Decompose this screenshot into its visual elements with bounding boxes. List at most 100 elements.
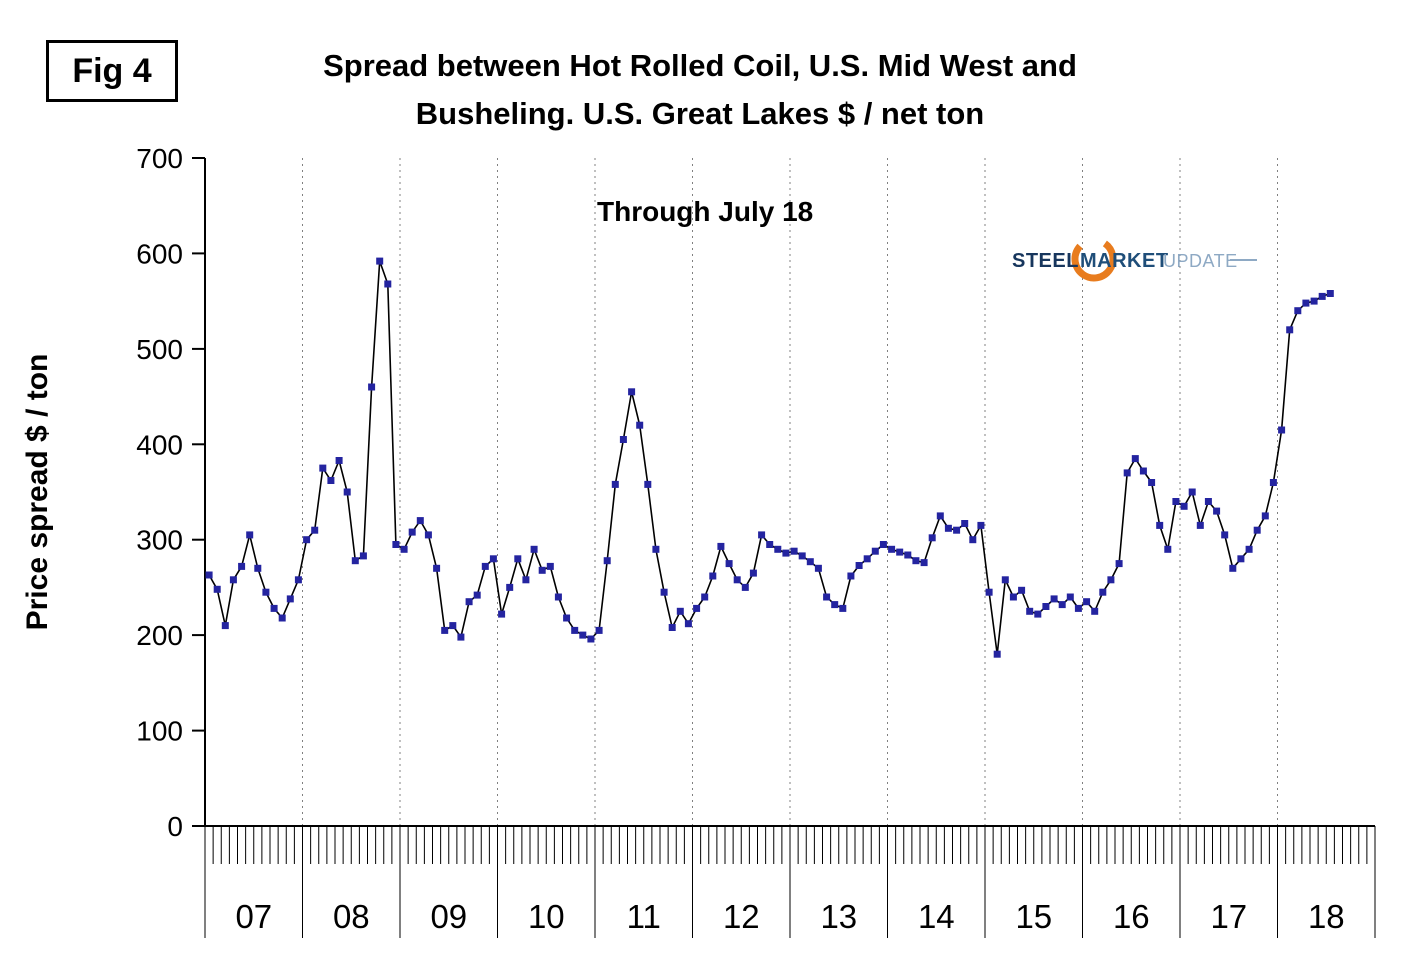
data-point-marker (814, 564, 822, 572)
data-point-marker (546, 562, 554, 570)
x-year-label: 11 (627, 898, 661, 935)
spread-series (205, 257, 1334, 658)
data-point-marker (920, 559, 928, 567)
data-point-marker (416, 517, 424, 525)
data-point-marker (229, 576, 237, 584)
data-point-marker (335, 457, 343, 464)
data-point-marker (506, 583, 514, 591)
data-point-marker (595, 626, 603, 634)
data-point-marker (766, 541, 774, 548)
data-point-marker (376, 257, 384, 265)
data-point-marker (798, 552, 806, 560)
x-year-label: 10 (528, 898, 565, 935)
data-point-marker (205, 571, 213, 579)
data-point-marker (652, 545, 660, 553)
data-point-marker (636, 421, 644, 429)
data-point-marker (1229, 564, 1237, 572)
y-tick-label: 400 (136, 429, 183, 460)
x-axis-years: 07 08 09 10 11 12 13 14 15 16 17 18 (204, 826, 1376, 938)
data-point-marker (1318, 292, 1326, 300)
data-point-marker (457, 633, 465, 641)
data-point-marker (441, 626, 449, 634)
data-point-marker (855, 562, 863, 569)
data-point-marker (936, 512, 944, 520)
data-point-marker (579, 631, 587, 639)
data-point-marker (684, 620, 692, 628)
data-point-marker (953, 526, 961, 534)
data-point-marker (1139, 467, 1147, 475)
data-point-marker (1213, 507, 1221, 515)
data-point-marker (465, 598, 473, 606)
data-point-marker (1115, 560, 1123, 568)
data-point-marker (1099, 588, 1107, 596)
data-point-marker (1066, 593, 1074, 601)
data-point-marker (709, 572, 717, 580)
data-point-marker (1245, 545, 1253, 553)
data-point-marker (1091, 607, 1099, 615)
data-point-marker (790, 547, 798, 555)
data-point-marker (554, 593, 562, 601)
data-point-marker (514, 555, 522, 563)
chart-title-line2: Busheling. U.S. Great Lakes $ / net ton (415, 96, 985, 132)
data-point-marker (1302, 299, 1310, 307)
data-point-marker (741, 583, 749, 591)
data-point-marker (433, 564, 441, 572)
y-tick-label: 700 (136, 143, 183, 174)
data-point-marker (587, 635, 595, 643)
data-point-marker (359, 552, 367, 560)
data-point-marker (473, 591, 481, 599)
data-point-marker (611, 480, 619, 488)
data-point-marker (1253, 526, 1261, 534)
data-point-marker (1074, 604, 1082, 612)
data-point-marker (1123, 469, 1131, 477)
data-point-marker (977, 521, 985, 529)
data-point-marker (847, 572, 855, 580)
data-point-marker (888, 545, 896, 553)
data-point-marker (831, 601, 839, 609)
y-tick-label: 100 (136, 716, 183, 747)
data-point-marker (1204, 498, 1212, 505)
data-point-marker (522, 576, 530, 584)
data-point-marker (928, 534, 936, 542)
data-point-marker (839, 604, 847, 612)
data-point-marker (424, 531, 432, 539)
data-point-marker (879, 541, 887, 548)
data-point-marker (563, 614, 571, 622)
data-point-marker (628, 388, 636, 396)
x-year-label: 18 (1308, 898, 1345, 935)
data-point-marker (1310, 297, 1318, 305)
x-year-label: 16 (1113, 898, 1150, 935)
figure-number-label: Fig 4 (72, 51, 152, 90)
data-point-marker (1107, 576, 1115, 584)
data-point-marker (1026, 607, 1034, 615)
data-point-marker (693, 604, 701, 612)
data-point-marker (1001, 576, 1009, 584)
data-point-marker (644, 480, 652, 488)
data-point-marker (1018, 586, 1026, 594)
data-point-marker (286, 595, 294, 603)
data-point-marker (489, 555, 497, 563)
data-point-marker (1034, 610, 1042, 618)
data-point-marker (1164, 545, 1172, 553)
data-point-marker (1172, 498, 1180, 505)
x-year-label: 08 (333, 898, 370, 935)
data-point-marker (319, 464, 327, 472)
data-point-marker (725, 560, 733, 568)
data-point-marker (481, 562, 489, 570)
data-point-marker (668, 624, 676, 631)
data-point-marker (1269, 479, 1277, 486)
data-point-marker (270, 604, 278, 612)
data-point-marker (863, 555, 871, 563)
chart-title-line1: Spread between Hot Rolled Coil, U.S. Mid… (323, 48, 1077, 83)
data-point-marker (619, 436, 627, 443)
data-point-marker (1196, 521, 1204, 529)
data-point-marker (571, 626, 579, 634)
data-point-marker (806, 558, 814, 566)
data-point-marker (904, 551, 912, 559)
data-point-marker (733, 576, 741, 584)
steel-market-update-logo: STEEL MARKET UPDATE (1012, 236, 1257, 282)
data-point-marker (498, 610, 506, 618)
data-point-marker (246, 531, 254, 539)
data-point-marker (400, 545, 408, 553)
data-point-marker (749, 569, 757, 577)
